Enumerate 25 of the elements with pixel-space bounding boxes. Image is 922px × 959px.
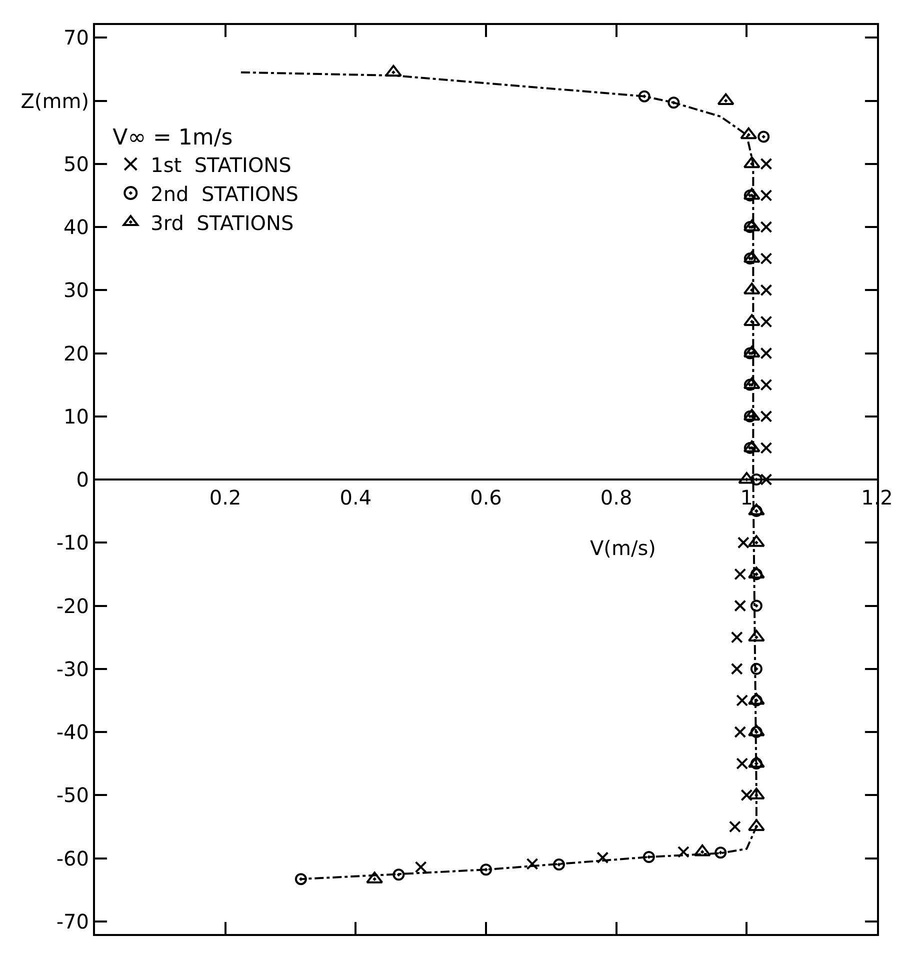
y-tick-label: -10 bbox=[56, 530, 89, 555]
x-tick-label: 0.6 bbox=[470, 486, 502, 510]
y-tick-label: -40 bbox=[56, 720, 89, 744]
y-tick-label: 50 bbox=[64, 152, 89, 176]
y-tick-label: 20 bbox=[64, 341, 89, 366]
x-axis-title: V(m/s) bbox=[590, 536, 656, 560]
x-tick-label: 0.2 bbox=[209, 486, 242, 510]
legend-title: V∞ = 1m/s bbox=[112, 126, 233, 150]
legend-label: 1st STATIONS bbox=[150, 152, 292, 177]
y-tick-label: -70 bbox=[56, 909, 89, 934]
y-tick-label: 70 bbox=[64, 26, 89, 50]
x-tick-label: 0.4 bbox=[340, 486, 372, 510]
y-tick-label: 10 bbox=[64, 404, 89, 428]
y-tick-label: -50 bbox=[56, 783, 89, 808]
y-tick-label: 30 bbox=[64, 278, 89, 302]
y-tick-label: 0 bbox=[76, 468, 89, 492]
y-tick-label: -30 bbox=[56, 656, 89, 681]
y-tick-label: 40 bbox=[64, 215, 89, 239]
x-tick-label: 1 bbox=[740, 486, 754, 510]
y-tick-label: -60 bbox=[56, 846, 89, 870]
legend-label: 2nd STATIONS bbox=[150, 182, 298, 206]
x-tick-label: 0.8 bbox=[600, 486, 632, 510]
legend-label: 3rd STATIONS bbox=[150, 210, 294, 235]
y-tick-label: -20 bbox=[56, 594, 89, 618]
y-tick-label: Z(mm) bbox=[20, 88, 89, 113]
